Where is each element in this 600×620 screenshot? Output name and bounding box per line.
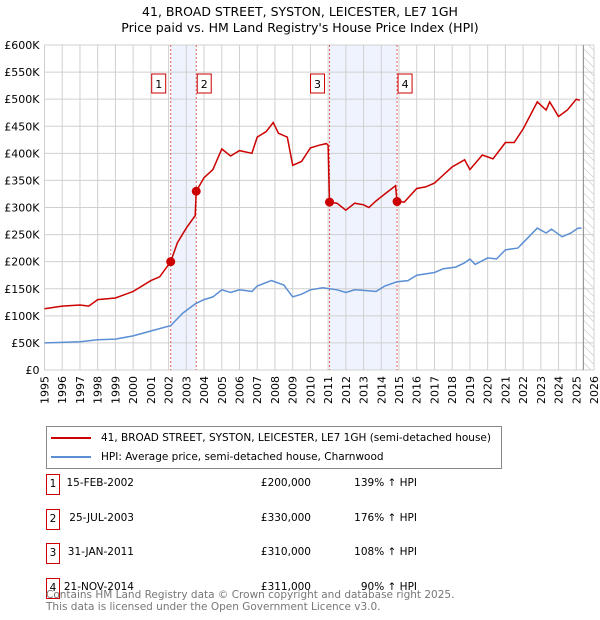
x-tick-label: 2012 <box>340 376 353 404</box>
x-tick-label: 1997 <box>74 376 87 404</box>
x-tick-label: 2011 <box>322 376 335 404</box>
sale-number-badge: 2 <box>46 508 60 530</box>
sale-point <box>392 197 402 207</box>
sale-point <box>325 197 335 207</box>
x-tick-label: 2019 <box>464 376 477 404</box>
x-tick-label: 2007 <box>251 376 264 404</box>
sale-date: 15-FEB-2002 <box>66 477 134 489</box>
y-tick-label: £0 <box>26 364 40 377</box>
x-tick-label: 2018 <box>446 376 459 404</box>
sale-hpi-change: 139% ↑ HPI <box>354 477 417 489</box>
x-tick-label: 1996 <box>56 376 69 404</box>
x-tick-label: 2010 <box>304 376 317 404</box>
x-tick-label: 2008 <box>269 376 282 404</box>
sale-point <box>166 257 176 267</box>
footer-line1: Contains HM Land Registry data © Crown c… <box>46 589 455 601</box>
y-tick-label: £300K <box>4 202 40 215</box>
sale-date: 31-JAN-2011 <box>67 546 134 559</box>
series-line <box>44 227 582 344</box>
sale-row: 1 15-FEB-2002 £200,000 139% ↑ HPI <box>46 474 546 495</box>
sale-number-badge: 3 <box>46 543 60 565</box>
sale-label-box <box>196 73 212 94</box>
sale-point <box>191 186 201 196</box>
sale-row: 2 25-JUL-2003 £330,000 176% ↑ HPI <box>46 508 546 530</box>
x-tick-label: 1999 <box>109 376 122 404</box>
sale-row: 3 31-JAN-2011 £310,000 108% ↑ HPI <box>46 543 546 565</box>
y-tick-label: £350K <box>4 174 40 187</box>
sale-number-badge: 4 <box>46 578 60 600</box>
y-tick-label: £600K <box>4 39 40 52</box>
x-tick-label: 2014 <box>375 376 388 404</box>
y-tick-label: £550K <box>4 66 40 79</box>
sale-date: 21-NOV-2014 <box>63 581 134 594</box>
x-tick-label: 2017 <box>428 376 441 404</box>
x-tick-label: 2024 <box>553 376 566 404</box>
y-tick-label: £500K <box>4 93 40 106</box>
sale-label: 4 <box>402 78 409 91</box>
x-tick-label: 2005 <box>216 376 229 404</box>
sale-hpi-change: 90% ↑ HPI <box>360 581 417 594</box>
y-tick-label: £250K <box>4 229 40 242</box>
sale-label-box <box>310 73 326 94</box>
series-line <box>44 98 581 310</box>
sale-label-box <box>151 73 167 94</box>
x-tick-label: 2004 <box>198 376 211 404</box>
sale-label: 2 <box>201 78 208 91</box>
x-tick-label: 2000 <box>127 376 140 404</box>
sale-hpi-change: 176% ↑ HPI <box>354 511 417 524</box>
x-tick-label: 2020 <box>482 376 495 404</box>
x-tick-label: 2023 <box>535 376 548 404</box>
x-tick-label: 2009 <box>287 376 300 404</box>
y-tick-label: £100K <box>4 310 40 323</box>
y-tick-label: £400K <box>4 147 40 160</box>
sale-row: 4 21-NOV-2014 £311,000 90% ↑ HPI <box>46 578 546 600</box>
footer-line2: This data is licensed under the Open Gov… <box>46 601 381 613</box>
x-tick-label: 2016 <box>411 376 424 404</box>
x-tick-label: 2021 <box>499 376 512 404</box>
chart-subtitle: Price paid vs. HM Land Registry's House … <box>121 20 479 35</box>
legend-blue-swatch <box>51 456 91 458</box>
x-tick-label: 2001 <box>145 376 158 404</box>
y-tick-label: £450K <box>4 120 40 133</box>
x-tick-label: 1998 <box>92 376 105 404</box>
legend: 41, BROAD STREET, SYSTON, LEICESTER, LE7… <box>46 426 502 469</box>
sale-price: £311,000 <box>260 581 311 594</box>
y-tick-label: £200K <box>4 256 40 269</box>
y-tick-label: £150K <box>4 283 40 296</box>
legend-red-label: 41, BROAD STREET, SYSTON, LEICESTER, LE7… <box>101 432 491 444</box>
x-tick-label: 2026 <box>588 376 600 404</box>
sale-label-box <box>397 73 413 94</box>
sale-date: 25-JUL-2003 <box>69 511 134 524</box>
x-tick-label: 2015 <box>393 376 406 404</box>
x-tick-label: 2025 <box>570 376 583 404</box>
y-tick-label: £50K <box>11 337 40 350</box>
legend-red-swatch <box>51 437 91 439</box>
sale-price: £310,000 <box>260 546 311 559</box>
price-chart: 1995 1996 1997 1998 1999 2000 2001 2002 2003 2004… <box>4 39 600 404</box>
legend-blue-label: HPI: Average price, semi-detached house,… <box>101 451 384 463</box>
sale-price: £200,000 <box>260 477 311 489</box>
x-tick-label: 2022 <box>517 376 530 404</box>
sale-label: 1 <box>155 78 162 91</box>
sale-hpi-change: 108% ↑ HPI <box>354 546 417 559</box>
x-tick-label: 1995 <box>39 376 52 404</box>
chart-title: 41, BROAD STREET, SYSTON, LEICESTER, LE7… <box>142 4 458 19</box>
x-tick-label: 2002 <box>163 376 176 404</box>
x-tick-label: 2013 <box>358 376 371 404</box>
sale-price: £330,000 <box>260 511 311 524</box>
sale-label: 3 <box>314 78 321 91</box>
x-tick-label: 2003 <box>180 376 193 404</box>
x-tick-label: 2006 <box>233 376 246 404</box>
sale-number-badge: 1 <box>46 474 60 495</box>
